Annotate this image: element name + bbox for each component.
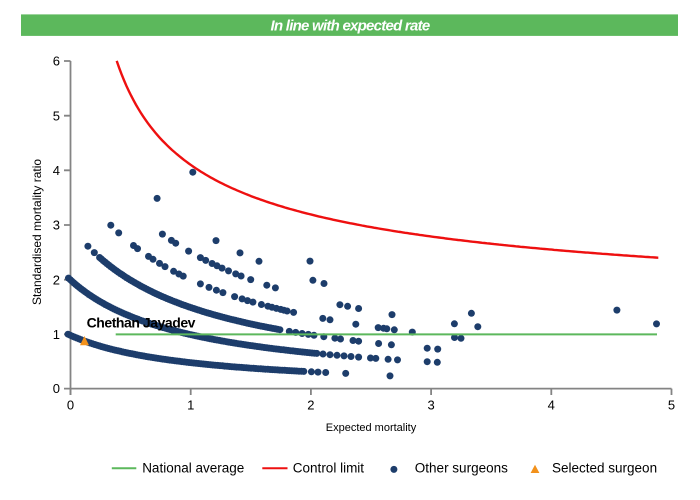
svg-text:0: 0 xyxy=(67,397,74,412)
svg-text:National average: National average xyxy=(142,461,244,476)
svg-text:3: 3 xyxy=(53,218,60,233)
svg-text:Chethan Jayadev: Chethan Jayadev xyxy=(87,315,196,331)
svg-text:6: 6 xyxy=(53,54,60,69)
svg-text:1: 1 xyxy=(53,327,60,342)
svg-text:3: 3 xyxy=(427,397,434,412)
svg-text:In line with expected rate: In line with expected rate xyxy=(271,17,430,34)
svg-text:Control limit: Control limit xyxy=(293,461,365,476)
svg-text:Other surgeons: Other surgeons xyxy=(415,461,508,476)
svg-text:4: 4 xyxy=(53,163,60,178)
svg-text:5: 5 xyxy=(53,108,60,123)
svg-text:2: 2 xyxy=(53,272,60,287)
svg-text:0: 0 xyxy=(53,381,60,396)
svg-text:Expected mortality: Expected mortality xyxy=(326,422,417,434)
svg-text:2: 2 xyxy=(307,397,314,412)
svg-text:Selected surgeon: Selected surgeon xyxy=(552,461,657,476)
svg-text:4: 4 xyxy=(548,397,555,412)
svg-text:5: 5 xyxy=(668,397,675,412)
svg-text:Standardised mortality ratio: Standardised mortality ratio xyxy=(30,159,44,305)
svg-text:1: 1 xyxy=(187,397,194,412)
